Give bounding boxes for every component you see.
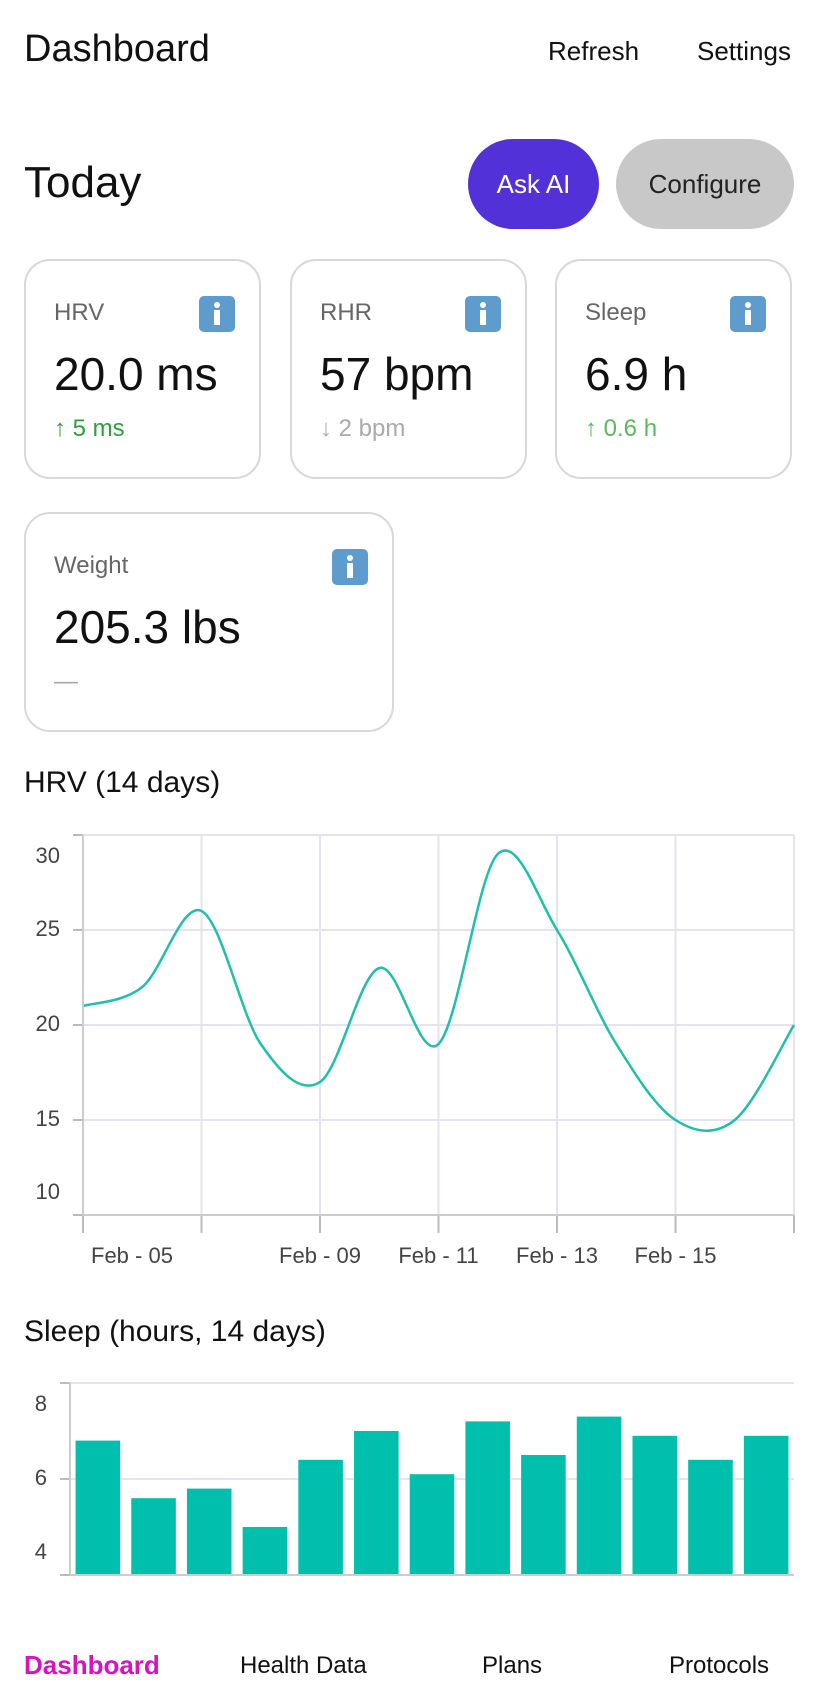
tab[interactable]: Health Data [240, 1652, 367, 1679]
page-title: Dashboard [24, 28, 210, 70]
icon-dot [214, 302, 220, 308]
x-tick-label: Feb - 15 [635, 1243, 717, 1268]
bar [688, 1459, 733, 1575]
y-tick-label: 30 [36, 843, 60, 868]
ask-ai-button[interactable]: Ask AI [468, 139, 599, 229]
bar [186, 1488, 232, 1575]
metric-delta: ↑ 5 ms [54, 415, 125, 442]
metric-delta: ↓ 2 bpm [320, 415, 406, 442]
bar [743, 1435, 789, 1575]
x-tick-label: Feb - 11 [398, 1243, 478, 1268]
y-tick-label: 20 [36, 1011, 60, 1036]
bar [465, 1421, 510, 1575]
section-title: Today [24, 158, 142, 207]
metric-card: Sleep 6.9 h ↑ 0.6 h [555, 259, 792, 479]
y-tick-label: 25 [36, 916, 60, 941]
x-tick-label: Feb - 05 [91, 1243, 173, 1268]
bar [409, 1474, 455, 1575]
bar [242, 1527, 288, 1575]
x-tick-label: Feb - 09 [279, 1243, 361, 1268]
icon-stem [347, 563, 353, 578]
y-tick-label: 10 [36, 1179, 60, 1204]
metric-value: 20.0 ms [54, 348, 218, 400]
refresh[interactable]: Refresh [548, 36, 640, 66]
y-tick-label: 15 [36, 1106, 60, 1131]
icon-stem [480, 310, 486, 325]
bar [576, 1416, 622, 1575]
tab[interactable]: Protocols [669, 1652, 770, 1679]
bar [298, 1459, 343, 1575]
metric-label: Weight [54, 552, 129, 579]
icon-stem [214, 310, 220, 325]
info-icon[interactable] [331, 548, 369, 586]
metric-label: RHR [320, 299, 372, 326]
hrv-line [82, 849, 796, 1132]
bar [521, 1455, 566, 1575]
icon-dot [347, 555, 353, 561]
icon-stem [745, 310, 751, 325]
x-tick-label: Feb - 13 [516, 1243, 598, 1268]
tab-active[interactable]: Dashboard [24, 1650, 160, 1680]
metric-delta: ↑ 0.6 h [585, 415, 658, 442]
info-icon[interactable] [729, 295, 767, 333]
tab[interactable]: Plans [482, 1652, 543, 1679]
metric-value: 205.3 lbs [54, 601, 241, 653]
y-tick-label: 8 [35, 1391, 47, 1416]
metric-card: HRV 20.0 ms ↑ 5 ms [24, 259, 261, 479]
configure-button[interactable]: Configure [616, 139, 794, 229]
bar [131, 1498, 176, 1575]
chart-title: Sleep (hours, 14 days) [24, 1315, 326, 1348]
bar [75, 1440, 121, 1575]
y-tick-label: 4 [35, 1539, 47, 1564]
settings[interactable]: Settings [697, 36, 791, 66]
y-tick-label: 6 [35, 1465, 47, 1490]
info-icon[interactable] [198, 295, 236, 333]
metric-delta: — [54, 668, 78, 695]
metric-card: Weight 205.3 lbs — [24, 512, 394, 732]
metric-value: 6.9 h [585, 348, 688, 400]
bar [354, 1431, 399, 1575]
metric-card: RHR 57 bpm ↓ 2 bpm [290, 259, 527, 479]
icon-dot [745, 302, 751, 308]
metric-label: Sleep [585, 299, 647, 326]
metric-label: HRV [54, 299, 105, 326]
bar [632, 1435, 678, 1575]
icon-dot [480, 302, 486, 308]
info-icon[interactable] [464, 295, 502, 333]
chart-title: HRV (14 days) [24, 766, 220, 799]
metric-value: 57 bpm [320, 348, 474, 400]
